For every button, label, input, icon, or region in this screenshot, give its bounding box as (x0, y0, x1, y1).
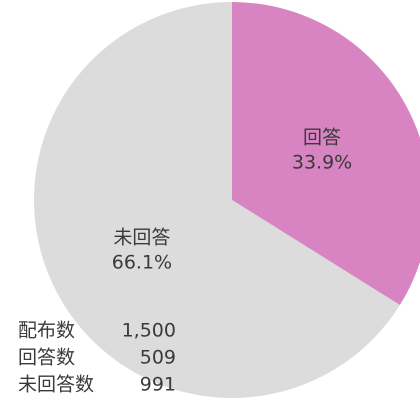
count-value: 509 (140, 347, 176, 369)
pie-slice (33, 2, 400, 398)
count-label: 配布数 (18, 320, 75, 342)
count-label: 回答数 (18, 347, 75, 369)
slice-value-label: 33.9% (292, 152, 352, 174)
count-value: 991 (140, 374, 176, 396)
pie-slice (232, 2, 420, 306)
count-value: 1,500 (122, 320, 176, 342)
slice-label: 回答 (303, 127, 341, 149)
slice-label: 未回答 (113, 226, 170, 248)
count-label: 未回答数 (18, 374, 94, 396)
slice-value-label: 66.1% (112, 251, 172, 273)
